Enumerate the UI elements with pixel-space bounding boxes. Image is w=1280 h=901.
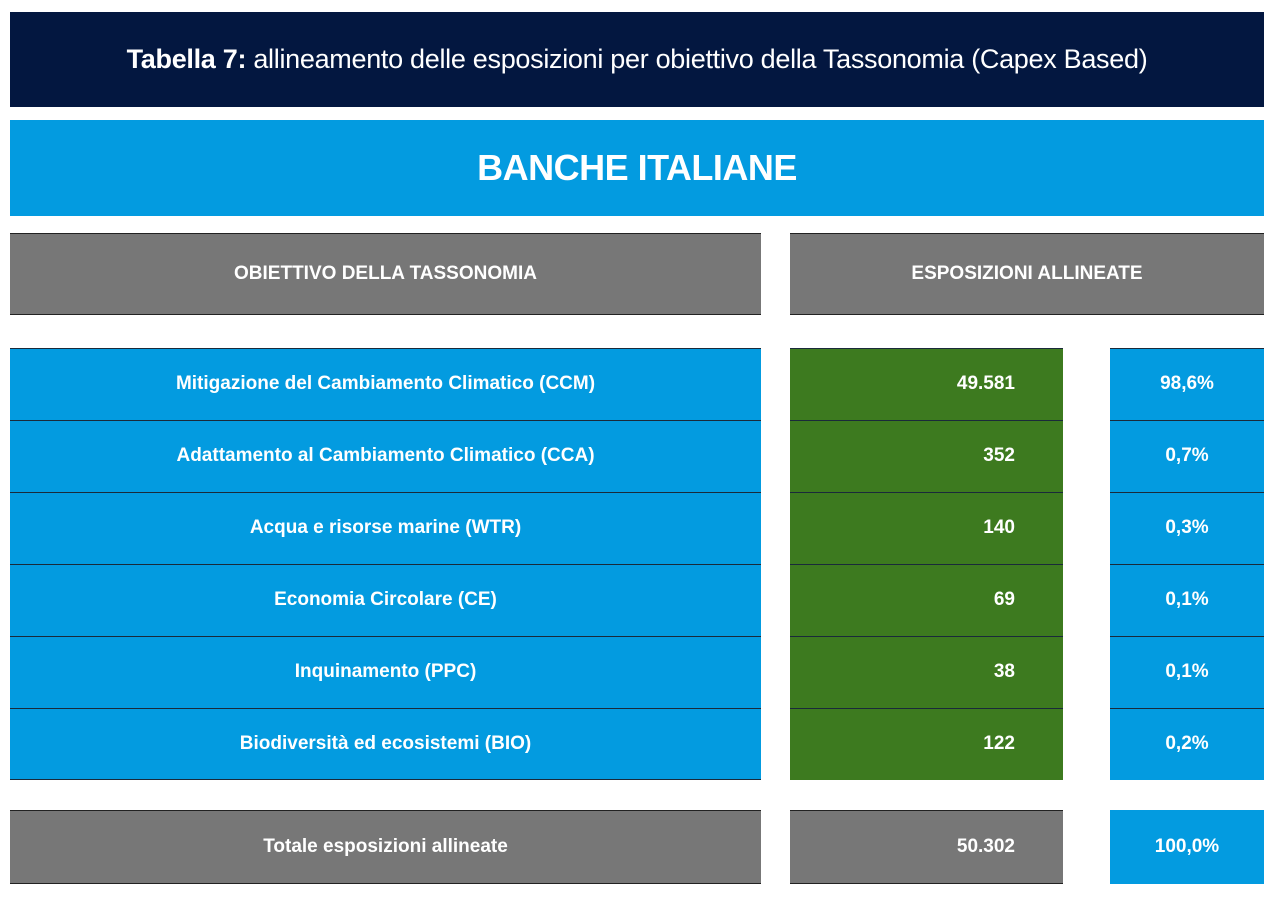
exposure-percent: 0,3% <box>1110 492 1264 564</box>
table-row: Biodiversità ed ecosistemi (BIO) 122 0,2… <box>0 708 1280 780</box>
table-row: Mitigazione del Cambiamento Climatico (C… <box>0 348 1280 420</box>
table-row: Economia Circolare (CE) 69 0,1% <box>0 564 1280 636</box>
total-row: Totale esposizioni allineate 50.302 100,… <box>0 810 1280 884</box>
total-label: Totale esposizioni allineate <box>10 810 761 884</box>
exposure-value: 69 <box>790 564 1063 636</box>
table-row: Inquinamento (PPC) 38 0,1% <box>0 636 1280 708</box>
header-exposures: ESPOSIZIONI ALLINEATE <box>790 233 1264 315</box>
table-title-number: Tabella 7: <box>126 44 247 74</box>
exposure-value: 352 <box>790 420 1063 492</box>
objective-name: Inquinamento (PPC) <box>10 636 761 708</box>
table-title: Tabella 7: allineamento delle esposizion… <box>10 12 1264 107</box>
objective-name: Acqua e risorse marine (WTR) <box>10 492 761 564</box>
table-title-text: allineamento delle esposizioni per obiet… <box>246 44 1148 74</box>
objective-name: Mitigazione del Cambiamento Climatico (C… <box>10 348 761 420</box>
exposure-percent: 0,7% <box>1110 420 1264 492</box>
header-objective: OBIETTIVO DELLA TASSONOMIA <box>10 233 761 315</box>
objective-name: Biodiversità ed ecosistemi (BIO) <box>10 708 761 780</box>
exposure-percent: 0,1% <box>1110 636 1264 708</box>
table-row: Adattamento al Cambiamento Climatico (CC… <box>0 420 1280 492</box>
exposure-value: 49.581 <box>790 348 1063 420</box>
objective-name: Economia Circolare (CE) <box>10 564 761 636</box>
exposure-value: 140 <box>790 492 1063 564</box>
table-row: Acqua e risorse marine (WTR) 140 0,3% <box>0 492 1280 564</box>
exposure-value: 38 <box>790 636 1063 708</box>
total-percent: 100,0% <box>1110 810 1264 884</box>
objective-name: Adattamento al Cambiamento Climatico (CC… <box>10 420 761 492</box>
exposure-percent: 0,2% <box>1110 708 1264 780</box>
total-value: 50.302 <box>790 810 1063 884</box>
bank-group-heading: BANCHE ITALIANE <box>10 120 1264 216</box>
exposure-value: 122 <box>790 708 1063 780</box>
exposure-percent: 0,1% <box>1110 564 1264 636</box>
exposure-percent: 98,6% <box>1110 348 1264 420</box>
